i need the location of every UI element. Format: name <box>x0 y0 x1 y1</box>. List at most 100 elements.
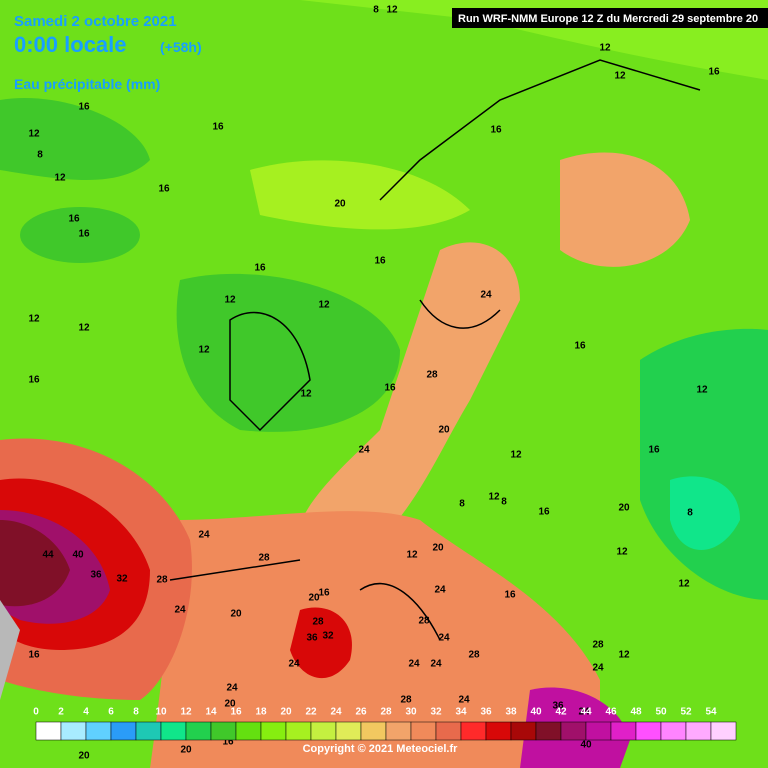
legend-swatch <box>435 721 462 741</box>
contour-label: 36 <box>90 570 102 581</box>
legend-tick-label: 10 <box>155 707 167 718</box>
contour-label: 24 <box>438 633 450 644</box>
legend-tick-label: 36 <box>480 707 492 718</box>
contour-label: 24 <box>198 530 210 541</box>
color-legend: 0 2 4 6 8 10 12 14 16 18 20 22 24 26 28 30 32 34 36 38 40 42 4… <box>33 707 737 741</box>
legend-swatch <box>660 721 687 741</box>
legend-tick-label: 38 <box>505 707 517 718</box>
contour-label: 16 <box>648 445 660 456</box>
contour-label: 12 <box>614 71 626 82</box>
contour-label: 40 <box>580 740 592 751</box>
contour-label: 16 <box>490 125 502 136</box>
contour-label: 16 <box>504 590 516 601</box>
contour-label: 12 <box>678 579 690 590</box>
contour-label: 12 <box>616 547 628 558</box>
legend-swatch <box>460 721 487 741</box>
contour-label: 16 <box>374 256 386 267</box>
legend-tick-label: 52 <box>680 707 692 718</box>
date: Samedi 2 octobre 2021 <box>14 13 177 30</box>
legend-swatch <box>535 721 562 741</box>
legend-swatch <box>335 721 362 741</box>
contour-label: 12 <box>618 650 630 661</box>
legend-tick-label: 22 <box>305 707 317 718</box>
contour-label: 20 <box>308 593 320 604</box>
legend-tick-label: 20 <box>280 707 292 718</box>
run-banner <box>452 8 768 28</box>
contour-label: 24 <box>358 445 370 456</box>
contour-label: 24 <box>458 695 470 706</box>
field-name: Eau précipitable (mm) <box>14 76 160 92</box>
contour-label: 28 <box>156 575 168 586</box>
contour-label: 20 <box>618 503 630 514</box>
contour-label: 16 <box>254 263 266 274</box>
legend-tick-label: 4 <box>83 707 89 718</box>
legend-swatch <box>210 721 237 741</box>
legend-tick-label: 48 <box>630 707 642 718</box>
legend-swatch <box>410 721 437 741</box>
contour-label: 16 <box>28 375 40 386</box>
contour-label: 20 <box>438 425 450 436</box>
contour-label: 16 <box>384 383 396 394</box>
contour-label: 16 <box>538 507 550 518</box>
legend-swatch <box>685 721 712 741</box>
legend-tick-label: 2 <box>58 707 64 718</box>
contour-label: 12 <box>78 323 90 334</box>
contour-label: 40 <box>72 550 84 561</box>
legend-tick-label: 46 <box>605 707 617 718</box>
contour-label: 8 <box>687 508 693 519</box>
legend-tick-label: 50 <box>655 707 667 718</box>
contour-label: 24 <box>408 659 420 670</box>
contour-label: 28 <box>592 640 604 651</box>
contour-label: 12 <box>318 300 330 311</box>
legend-swatch <box>510 721 537 741</box>
legend-swatch <box>710 721 737 741</box>
contour-label: 24 <box>480 290 492 301</box>
legend-tick-label: 16 <box>230 707 242 718</box>
contour-label: 16 <box>318 588 330 599</box>
contour-label: 24 <box>288 659 300 670</box>
legend-tick-label: 8 <box>133 707 139 718</box>
legend-swatch <box>310 721 337 741</box>
contour-label: 20 <box>78 751 90 762</box>
contour-label: 8 <box>373 5 379 16</box>
legend-swatch <box>260 721 287 741</box>
contour-label: 16 <box>158 184 170 195</box>
legend-swatch <box>135 721 162 741</box>
contour-label: 20 <box>230 609 242 620</box>
contour-label: 16 <box>222 737 234 748</box>
contour-label: 12 <box>488 492 500 503</box>
contour-label: 36 <box>306 633 318 644</box>
legend-swatch <box>635 721 662 741</box>
contour-label: 12 <box>54 173 66 184</box>
contour-label: 28 <box>426 370 438 381</box>
legend-tick-label: 14 <box>205 707 217 718</box>
contour-label: 12 <box>510 450 522 461</box>
contour-label: 12 <box>599 43 611 54</box>
legend-tick-label: 18 <box>255 707 267 718</box>
legend-tick-label: 24 <box>330 707 342 718</box>
legend-tick-label: 0 <box>33 707 39 718</box>
lead-time: (+58h) <box>160 39 202 55</box>
contour-label: 12 <box>406 550 418 561</box>
contour-label: 20 <box>432 543 444 554</box>
legend-tick-label: 54 <box>705 707 717 718</box>
legend-swatch <box>85 721 112 741</box>
legend-tick-label: 28 <box>380 707 392 718</box>
contour-label: 16 <box>68 214 80 225</box>
contour-label: 20 <box>334 199 346 210</box>
contour-label: 24 <box>430 659 442 670</box>
contour-label: 36 <box>552 701 564 712</box>
legend-tick-label: 12 <box>180 707 192 718</box>
contour-label: 8 <box>501 497 507 508</box>
legend-swatch <box>385 721 412 741</box>
contour-label: 28 <box>312 617 324 628</box>
legend-tick-label: 32 <box>430 707 442 718</box>
contour-label: 8 <box>37 150 43 161</box>
contour-label: 12 <box>386 5 398 16</box>
legend-tick-label: 6 <box>108 707 114 718</box>
contour-label: 32 <box>116 574 128 585</box>
contour-label: 28 <box>258 553 270 564</box>
